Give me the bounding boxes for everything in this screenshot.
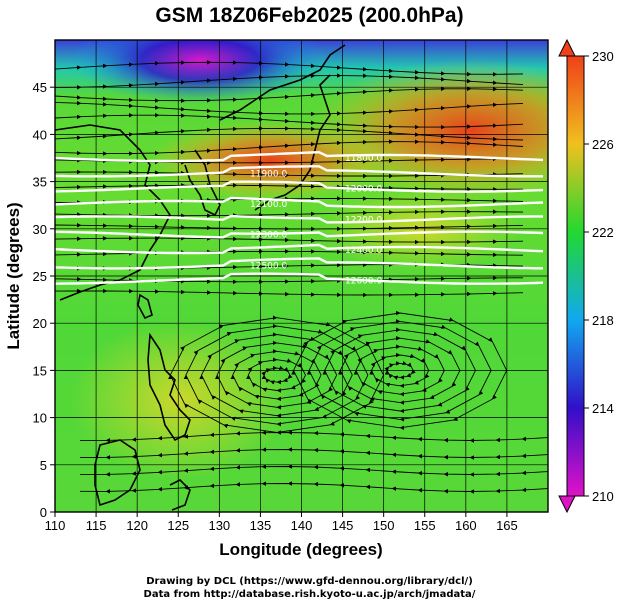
height-contour-line — [55, 243, 544, 255]
y-tick-label: 40 — [33, 127, 47, 142]
streamline-zonal — [55, 235, 524, 245]
chart-title: GSM 18Z06Feb2025 (200.0hPa) — [155, 4, 464, 27]
contour-label: 12500.0 — [250, 261, 287, 271]
x-tick-label: 150 — [373, 518, 395, 533]
warm-patch-south — [70, 320, 290, 480]
contour-label: 11900.0 — [250, 169, 287, 179]
cold-region — [70, 40, 330, 105]
colorbar-tick-label: 222 — [592, 225, 614, 240]
contour-label: 11800.0 — [345, 154, 382, 164]
height-contour-line — [55, 230, 544, 239]
y-tick-label: 15 — [33, 363, 47, 378]
x-axis-label: Longitude (degrees) — [219, 540, 382, 559]
y-axis-ticks: 0 5 10 15 20 25 30 35 40 45 — [33, 80, 55, 520]
x-tick-label: 125 — [167, 518, 189, 533]
coastline-taiwan — [137, 293, 153, 320]
colorbar-max-arrow — [558, 38, 576, 57]
height-contours — [55, 150, 544, 285]
colorbar-tick-label: 214 — [592, 401, 614, 416]
credit-data: Data from http://database.rish.kyoto-u.a… — [143, 589, 476, 600]
y-tick-label: 10 — [33, 411, 47, 426]
coastline-borneo — [94, 439, 141, 507]
x-tick-label: 115 — [86, 518, 107, 533]
streamline-tropical — [80, 447, 548, 460]
map-field: 12600.0 12500.0 12400.0 12300.0 12200.0 12100… — [55, 40, 548, 512]
colorbar-tick-label: 218 — [592, 313, 614, 328]
height-contour-line — [55, 272, 544, 285]
credit-drawing: Drawing by DCL (https://www.gfd-dennou.o… — [146, 576, 473, 587]
streamline-zonal — [55, 288, 524, 298]
colorbar: 210 214 218 222 226 230 — [558, 38, 614, 514]
x-tick-label: 120 — [126, 518, 148, 533]
x-tick-label: 155 — [414, 518, 436, 533]
contour-label: 12000.0 — [345, 185, 382, 195]
x-axis-ticks: 110 115 120 125 130 135 140 145 150 155 160 165 — [45, 512, 518, 533]
colorbar-tick-label: 230 — [592, 49, 614, 64]
streamline-gyre — [291, 310, 508, 431]
streamline-tropical — [80, 430, 548, 443]
colorbar-ticks: 210 214 218 222 226 230 — [584, 49, 614, 504]
y-axis-label: Latitude (degrees) — [4, 202, 23, 349]
streamline-zonal — [55, 126, 524, 142]
contour-label: 12200.0 — [345, 215, 382, 225]
y-tick-label: 25 — [33, 269, 47, 284]
streamline-tropical — [79, 481, 548, 494]
x-tick-label: 130 — [208, 518, 230, 533]
streamline-tropical — [80, 464, 548, 477]
colorbar-tick-label: 226 — [592, 137, 614, 152]
streamline-zonal — [55, 222, 524, 232]
colorbar-tick-label: 210 — [592, 489, 614, 504]
x-tick-label: 145 — [332, 518, 354, 533]
height-contour-line — [55, 165, 543, 178]
colorbar-scale — [566, 55, 585, 497]
streamline-zonal — [55, 183, 524, 192]
streamline-zonal — [55, 86, 524, 103]
y-tick-label: 35 — [33, 175, 47, 190]
streamline-zonal — [55, 73, 524, 90]
warm-patch-mid — [320, 190, 520, 270]
height-contour-line — [55, 150, 544, 163]
x-tick-label: 165 — [496, 518, 518, 533]
height-contour-line — [55, 180, 544, 193]
x-tick-label: 160 — [455, 518, 477, 533]
x-tick-label: 135 — [250, 518, 272, 533]
contour-label: 12400.0 — [345, 246, 382, 256]
contour-labels: 12600.0 12500.0 12400.0 12300.0 12200.0 12100… — [250, 154, 382, 287]
streamline-zonal — [55, 275, 524, 285]
y-tick-label: 5 — [40, 458, 47, 473]
contour-label: 12100.0 — [250, 200, 287, 210]
height-contour-line — [55, 214, 543, 224]
x-tick-label: 140 — [291, 518, 313, 533]
y-tick-label: 0 — [40, 505, 47, 520]
colorbar-min-arrow — [558, 495, 576, 514]
height-contour-line — [55, 257, 543, 270]
y-tick-label: 30 — [33, 222, 47, 237]
contour-label: 12600.0 — [345, 277, 382, 287]
streamline-zonal — [55, 139, 524, 156]
height-contour-line — [55, 196, 544, 209]
y-tick-label: 45 — [33, 80, 47, 95]
x-tick-label: 110 — [45, 518, 66, 533]
contour-label: 12300.0 — [250, 231, 287, 241]
y-tick-label: 20 — [33, 316, 47, 331]
